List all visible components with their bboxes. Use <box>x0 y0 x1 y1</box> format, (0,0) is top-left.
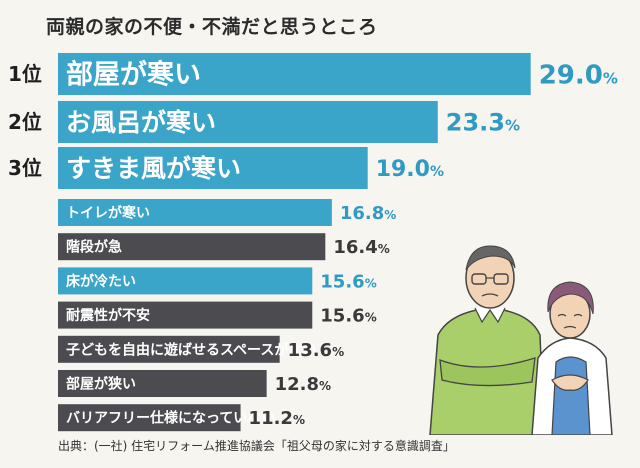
value-label-6: 15.6% <box>320 271 376 292</box>
value-label-7: 15.6% <box>320 306 376 327</box>
value-label-2: 23.3% <box>446 109 520 137</box>
value-label-3: 19.0% <box>376 157 444 182</box>
bar-4 <box>58 199 332 226</box>
bar-label-1: 部屋が寒い <box>66 59 201 91</box>
bar-label-10: バリアフリー仕様になっていない <box>66 410 275 427</box>
bar-8 <box>58 335 280 363</box>
bar-3 <box>58 147 368 189</box>
rank-label-1: 1位 <box>8 62 42 86</box>
bar-label-9: 部屋が狭い <box>66 376 136 393</box>
value-label-4: 16.8% <box>340 203 396 224</box>
rank-label-2: 2位 <box>8 110 42 134</box>
source-note: 出典：(一社) 住宅リフォーム推進協議会「祖父母の家に対する意識調査」 <box>58 439 455 453</box>
bar-7 <box>58 301 313 329</box>
bar-label-5: 階段が急 <box>66 239 122 256</box>
bar-label-6: 床が冷たい <box>66 273 136 290</box>
value-label-1: 29.0% <box>539 60 618 90</box>
bar-1 <box>58 53 531 95</box>
bar-label-4: トイレが寒い <box>66 205 150 222</box>
value-label-8: 13.6% <box>288 340 344 361</box>
bar-label-7: 耐震性が不安 <box>66 307 150 324</box>
bar-5 <box>58 233 326 261</box>
bar-6 <box>58 267 313 295</box>
elderly-couple-illustration <box>429 245 613 435</box>
man-figure <box>429 245 545 435</box>
bar-label-3: すきま風が寒い <box>66 154 241 183</box>
value-label-9: 12.8% <box>275 374 331 395</box>
bar-label-8: 子どもを自由に遊ばせるスペースがない <box>66 341 316 358</box>
value-label-10: 11.2% <box>249 408 305 429</box>
woman-figure <box>531 281 613 435</box>
bar-2 <box>58 101 438 143</box>
chart-title: 両親の家の不便・不満だと思うところ <box>46 16 378 38</box>
value-label-5: 16.4% <box>333 237 389 258</box>
bar-10 <box>58 404 241 432</box>
rank-label-3: 3位 <box>8 156 42 180</box>
bar-9 <box>58 370 267 397</box>
bar-label-2: お風呂が寒い <box>66 108 216 137</box>
